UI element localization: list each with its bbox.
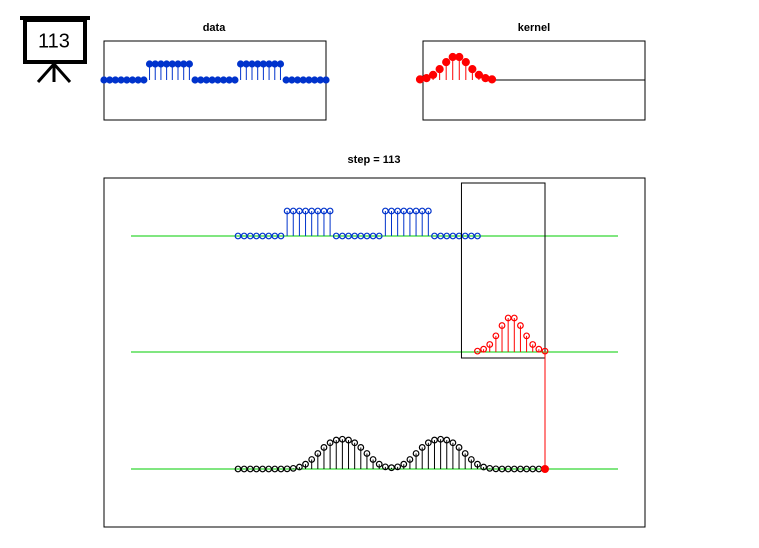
stem-marker <box>437 435 445 443</box>
stem-marker <box>338 435 346 443</box>
stem-marker <box>351 439 359 447</box>
stem-marker <box>314 450 322 457</box>
stem-marker <box>412 450 420 457</box>
stem-marker <box>357 444 365 451</box>
panel-frame <box>103 177 646 528</box>
stem-marker <box>480 345 488 353</box>
stem-marker <box>474 347 481 355</box>
stem-marker <box>510 314 518 322</box>
stem-marker <box>363 450 371 457</box>
stem-marker <box>308 456 316 463</box>
stem-marker <box>381 463 389 471</box>
stem-marker <box>276 60 285 68</box>
stem-marker <box>468 64 477 74</box>
stem-marker <box>277 232 285 240</box>
stem-marker <box>400 460 408 468</box>
stem-marker <box>289 464 297 472</box>
stem-marker <box>231 76 239 84</box>
stem-marker <box>498 322 506 329</box>
stem-marker <box>369 456 377 463</box>
stem-marker <box>428 70 438 80</box>
stem-marker <box>481 74 490 83</box>
stem-marker <box>523 332 530 340</box>
stem-marker <box>474 232 481 240</box>
stem-marker <box>480 463 488 471</box>
stem-marker <box>140 76 148 84</box>
stem-marker <box>535 345 543 353</box>
stem-marker <box>424 439 432 447</box>
stem-marker <box>345 436 352 444</box>
stem-marker <box>474 460 481 468</box>
stem-marker <box>461 450 469 457</box>
stem-marker <box>326 439 334 447</box>
stem-marker <box>435 64 444 74</box>
stem-marker <box>415 75 425 84</box>
stem-marker <box>375 460 383 468</box>
stem-marker <box>302 460 309 468</box>
stem-marker <box>474 70 484 80</box>
stem-marker <box>442 57 451 67</box>
stem-marker <box>388 464 395 472</box>
stem-marker <box>487 75 497 84</box>
stem-marker <box>455 52 464 62</box>
kernel-window <box>460 182 546 359</box>
panel-title: kernel <box>518 22 550 34</box>
stem-marker <box>418 444 426 451</box>
stem-marker <box>422 74 431 83</box>
stem-marker <box>320 444 328 451</box>
icon-leg <box>36 63 56 83</box>
current-step <box>541 465 549 473</box>
stem-marker <box>296 463 303 471</box>
icon-label: 113 <box>38 30 70 52</box>
panel-title: data <box>203 22 227 34</box>
stem-marker <box>529 341 537 348</box>
stem-marker <box>492 332 500 340</box>
stem-marker <box>406 456 414 463</box>
stem-marker <box>461 57 470 67</box>
stem-marker <box>326 207 334 215</box>
stem-marker <box>322 76 330 84</box>
stem-marker <box>449 439 457 447</box>
stem-marker <box>486 341 494 348</box>
stem-marker <box>467 456 475 463</box>
stem-marker <box>431 436 438 444</box>
stem-marker <box>375 232 383 240</box>
stem-marker <box>424 207 432 215</box>
stem-marker <box>443 436 451 444</box>
stem-marker <box>332 436 340 444</box>
panel-title: step = 113 <box>348 154 401 166</box>
stem-marker <box>517 322 524 329</box>
step-icon: 113 <box>20 16 90 83</box>
stem-marker <box>394 463 402 471</box>
stem-marker <box>455 444 463 451</box>
icon-leg <box>52 63 72 83</box>
stem-marker <box>185 60 193 68</box>
